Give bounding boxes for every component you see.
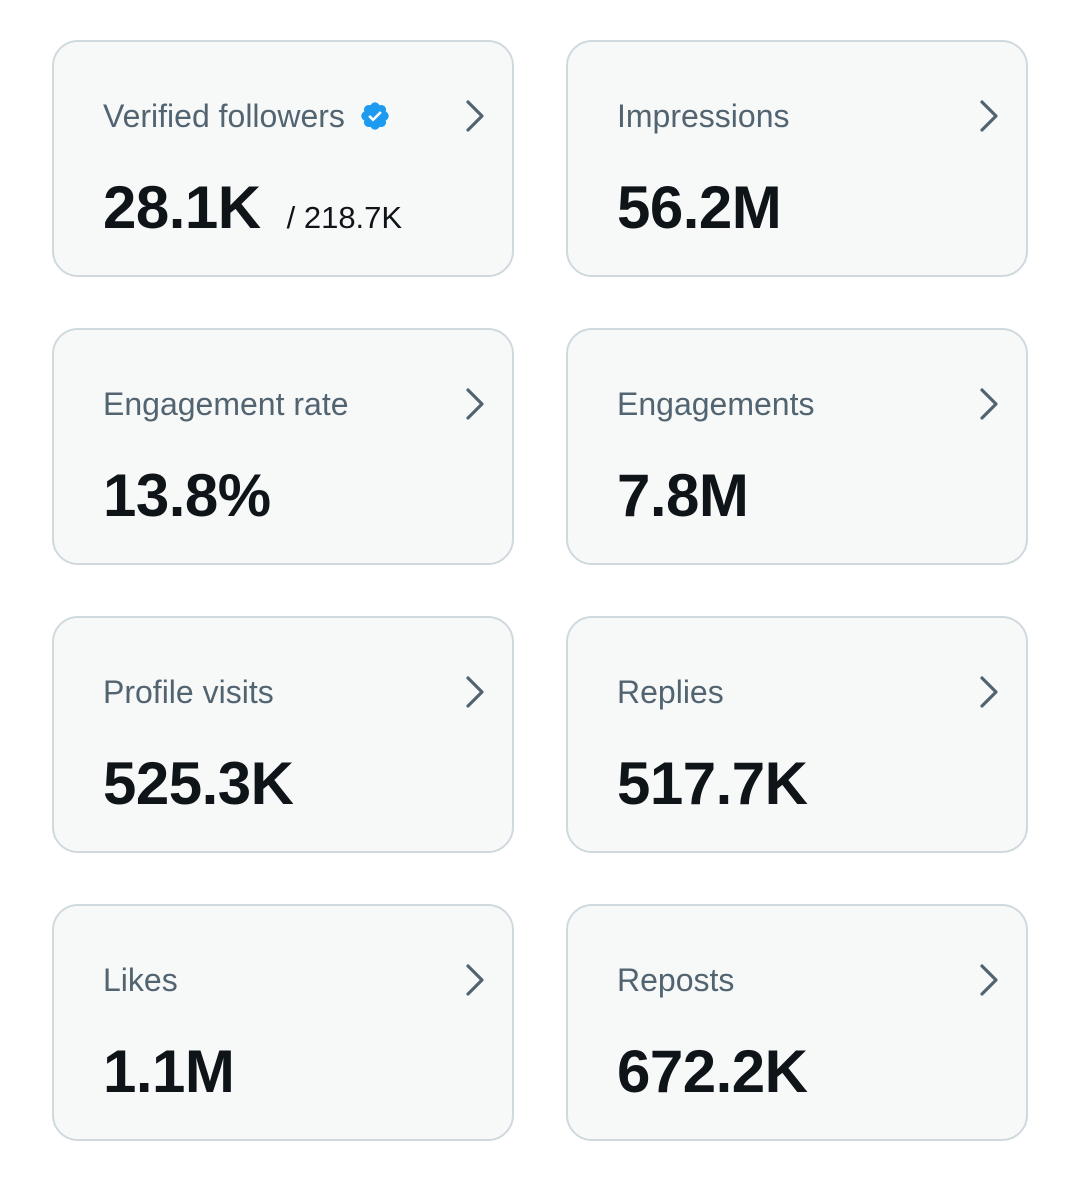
card-label: Engagements — [617, 385, 815, 422]
card-value: 525.3K — [103, 750, 294, 817]
card-profile-visits[interactable]: Profile visits 525.3K — [52, 616, 514, 853]
card-header: Impressions — [617, 96, 790, 136]
card-value: 7.8M — [617, 462, 749, 529]
card-value-row: 7.8M — [617, 462, 749, 529]
chevron-right-icon[interactable] — [462, 99, 488, 133]
card-engagements[interactable]: Engagements 7.8M — [566, 328, 1028, 565]
card-value: 13.8% — [103, 462, 271, 529]
card-header: Engagement rate — [103, 384, 349, 424]
card-value-row: 672.2K — [617, 1038, 808, 1105]
card-value: 56.2M — [617, 174, 782, 241]
card-header: Verified followers — [103, 96, 391, 136]
card-value: 28.1K — [103, 174, 261, 241]
card-engagement-rate[interactable]: Engagement rate 13.8% — [52, 328, 514, 565]
card-value: 672.2K — [617, 1038, 808, 1105]
card-label: Likes — [103, 961, 178, 998]
card-value-row: 56.2M — [617, 174, 782, 241]
card-header: Profile visits — [103, 672, 274, 712]
card-value-row: 13.8% — [103, 463, 271, 529]
card-impressions[interactable]: Impressions 56.2M — [566, 40, 1028, 277]
card-label: Profile visits — [103, 673, 274, 710]
metrics-grid: Verified followers 28.1K / 218.7K Impres… — [52, 40, 1028, 1141]
card-total-followers: / 218.7K — [286, 200, 403, 235]
card-value-row: 1.1M — [103, 1038, 235, 1105]
chevron-right-icon[interactable] — [976, 387, 1002, 421]
chevron-right-icon[interactable] — [462, 675, 488, 709]
chevron-right-icon[interactable] — [976, 99, 1002, 133]
card-likes[interactable]: Likes 1.1M — [52, 904, 514, 1141]
chevron-right-icon[interactable] — [976, 675, 1002, 709]
card-value-row: 517.7K — [617, 750, 808, 817]
card-label: Verified followers — [103, 97, 345, 134]
chevron-right-icon[interactable] — [976, 963, 1002, 997]
card-header: Reposts — [617, 960, 734, 1000]
card-value: 517.7K — [617, 750, 808, 817]
card-value-row: 28.1K / 218.7K — [103, 175, 402, 241]
card-label: Replies — [617, 673, 724, 710]
card-verified-followers[interactable]: Verified followers 28.1K / 218.7K — [52, 40, 514, 277]
chevron-right-icon[interactable] — [462, 963, 488, 997]
card-replies[interactable]: Replies 517.7K — [566, 616, 1028, 853]
card-label: Impressions — [617, 97, 790, 134]
card-label: Engagement rate — [103, 385, 349, 422]
card-reposts[interactable]: Reposts 672.2K — [566, 904, 1028, 1141]
chevron-right-icon[interactable] — [462, 387, 488, 421]
card-header: Replies — [617, 672, 724, 712]
card-header: Likes — [103, 960, 178, 1000]
card-value-row: 525.3K — [103, 750, 294, 817]
card-label: Reposts — [617, 961, 735, 998]
verified-badge-icon — [359, 100, 391, 132]
card-header: Engagements — [617, 384, 814, 424]
card-value: 1.1M — [103, 1038, 235, 1105]
